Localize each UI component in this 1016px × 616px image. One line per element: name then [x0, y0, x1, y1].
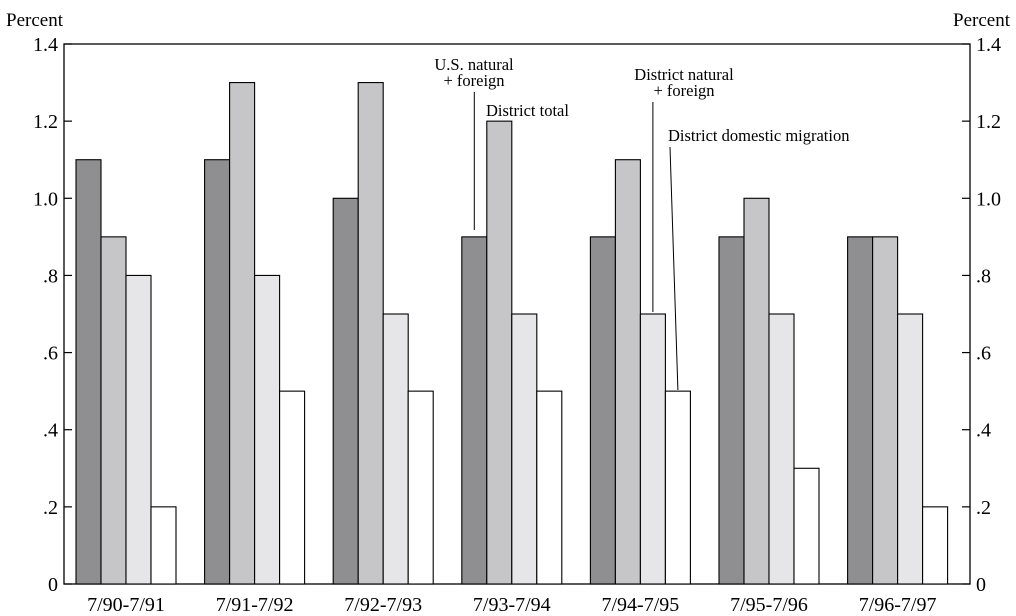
annotation-label: District total	[486, 101, 569, 120]
bar	[382, 313, 409, 585]
x-tick-label: 7/91-7/92	[216, 594, 294, 616]
x-tick-label: 7/92-7/93	[344, 594, 422, 616]
bar	[229, 82, 256, 585]
x-tick-label: 7/95-7/96	[730, 594, 808, 616]
bar	[125, 274, 152, 585]
y-axis-label-left: Percent	[6, 10, 64, 31]
y-ticks: 0 0 .2 .2 .4 .4 .6 .6 .8 .8 1.0 1.0 1.2 1.2 1.4 1.4	[33, 34, 1001, 596]
bar	[897, 313, 924, 585]
annotation-label: District domestic migration	[668, 126, 849, 145]
y-tick-label-right: .4	[976, 420, 991, 442]
y-tick-label-left: .6	[43, 343, 58, 365]
bar	[922, 506, 949, 585]
bar	[664, 390, 691, 585]
x-tick-label: 7/90-7/91	[87, 594, 165, 616]
y-tick-label-left: 1.4	[33, 34, 58, 56]
y-tick-label-right: .2	[976, 497, 991, 519]
annotation-label: U.S. natural	[434, 55, 514, 74]
bar	[254, 274, 281, 585]
y-tick-label-left: 1.2	[33, 111, 58, 133]
y-tick-label-left: 0	[48, 574, 58, 596]
bar	[279, 390, 306, 585]
bar	[847, 236, 874, 585]
annotation-label: + foreign	[443, 71, 504, 90]
y-tick-label-right: .6	[976, 343, 991, 365]
bar	[407, 390, 434, 585]
y-tick-label-left: .4	[43, 420, 58, 442]
bar	[614, 159, 641, 585]
bar	[332, 197, 359, 585]
x-tick-label: 7/94-7/95	[602, 594, 680, 616]
bar	[768, 313, 795, 585]
y-tick-label-right: 0	[976, 574, 986, 596]
x-categories: 7/90-7/91 7/91-7/92 7/92-7/93 7/93-7/94 7/94…	[87, 594, 936, 616]
bar	[743, 197, 770, 585]
bar	[486, 120, 513, 585]
bar	[75, 159, 102, 585]
x-tick-label: 7/93-7/94	[473, 594, 551, 616]
bar	[718, 236, 745, 585]
bar	[204, 159, 231, 585]
bar	[357, 82, 384, 585]
y-tick-label-right: 1.4	[976, 34, 1001, 56]
bar	[100, 236, 127, 585]
bar	[639, 313, 666, 585]
bar	[511, 313, 538, 585]
bars	[75, 82, 949, 585]
bar	[150, 506, 177, 585]
y-axis-label-right: Percent	[953, 10, 1011, 31]
bar	[793, 467, 820, 585]
y-tick-label-right: .8	[976, 265, 991, 287]
bar	[872, 236, 899, 585]
bar	[589, 236, 616, 585]
x-tick-label: 7/96-7/97	[859, 594, 937, 616]
annotation-leader-line	[669, 146, 679, 391]
annotation-label: District natural	[634, 65, 734, 84]
y-tick-label-left: .8	[43, 265, 58, 287]
y-tick-label-left: 1.0	[33, 188, 58, 210]
bar	[461, 236, 488, 585]
annotation-label: + foreign	[653, 81, 714, 100]
y-tick-label-right: 1.0	[976, 188, 1001, 210]
bar	[536, 390, 563, 585]
y-tick-label-left: .2	[43, 497, 58, 519]
y-tick-label-right: 1.2	[976, 111, 1001, 133]
